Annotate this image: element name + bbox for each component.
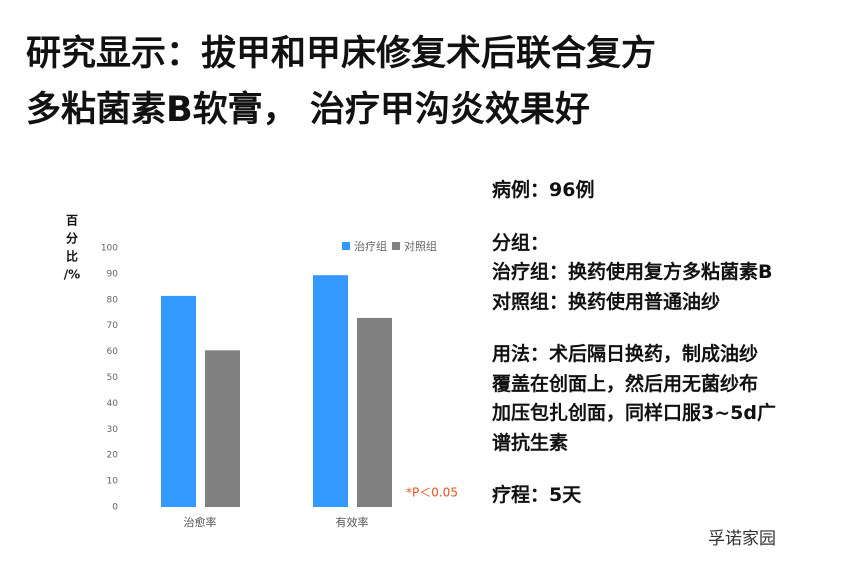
detail-group: 疗程：5天: [492, 481, 776, 511]
y-tick-label: 90: [107, 269, 119, 279]
slide-title: 研究显示：拔甲和甲床修复术后联合复方 多粘菌素B软膏， 治疗甲沟炎效果好: [26, 26, 656, 138]
y-tick-label: 100: [101, 244, 118, 254]
x-tick-label: 治愈率: [184, 515, 217, 529]
y-tick-label: 10: [107, 477, 119, 487]
legend-label: 治疗组: [354, 239, 387, 253]
y-tick-label: 60: [107, 347, 119, 357]
detail-group: 分组： 治疗组：换药使用复方多粘菌素B 对照组：换药使用普通油纱: [492, 229, 776, 318]
detail-line: 疗程：5天: [492, 484, 582, 506]
bar: [205, 350, 240, 507]
legend-swatch: [342, 242, 350, 250]
legend-label: 对照组: [404, 239, 437, 253]
bar: [313, 275, 348, 507]
x-tick-label: 有效率: [336, 515, 369, 529]
title-line: 研究显示：拔甲和甲床修复术后联合复方: [26, 34, 657, 74]
bar: [161, 295, 196, 507]
details: 病例：96例 分组： 治疗组：换药使用复方多粘菌素B 对照组：换药使用普通油纱用法：术…: [492, 176, 776, 534]
title-line: 多粘菌素B软膏， 治疗甲沟炎效果好: [26, 90, 590, 130]
detail-line: 病例：96例: [492, 179, 595, 201]
y-tick-label: 50: [107, 373, 119, 383]
y-tick-label: 30: [107, 425, 119, 435]
watermark: 孚诺家园: [708, 529, 776, 549]
y-axis-label: 分: [66, 231, 78, 246]
y-tick-label: 40: [107, 399, 119, 409]
detail-line: 谱抗生素: [492, 431, 569, 454]
detail-line: 治疗组：换药使用复方多粘菌素B: [492, 261, 773, 283]
detail-line: 分组：: [492, 231, 550, 254]
y-axis-label: 百: [66, 214, 78, 228]
detail-line: 对照组：换药使用普通油纱: [492, 290, 721, 313]
detail-group: 病例：96例: [492, 176, 776, 206]
detail-group: 用法：术后隔日换药，制成油纱 覆盖在创面上，然后用无菌纱布 加压包扎创面，同样口服3…: [492, 340, 776, 458]
annotation: *P＜0.05: [406, 486, 458, 500]
detail-line: 覆盖在创面上，然后用无菌纱布: [492, 372, 759, 395]
detail-line: 用法：术后隔日换药，制成油纱: [492, 343, 759, 365]
y-tick-label: 80: [107, 295, 119, 305]
detail-line: 加压包扎创面，同样口服3~5d广: [492, 402, 776, 424]
legend-swatch: [392, 242, 400, 250]
y-axis-label: /%: [64, 268, 80, 282]
y-axis-label: 比: [66, 249, 78, 264]
bar: [357, 317, 392, 507]
y-tick-label: 20: [107, 451, 119, 461]
y-tick-label: 70: [107, 321, 119, 331]
y-tick-label: 0: [112, 503, 118, 513]
